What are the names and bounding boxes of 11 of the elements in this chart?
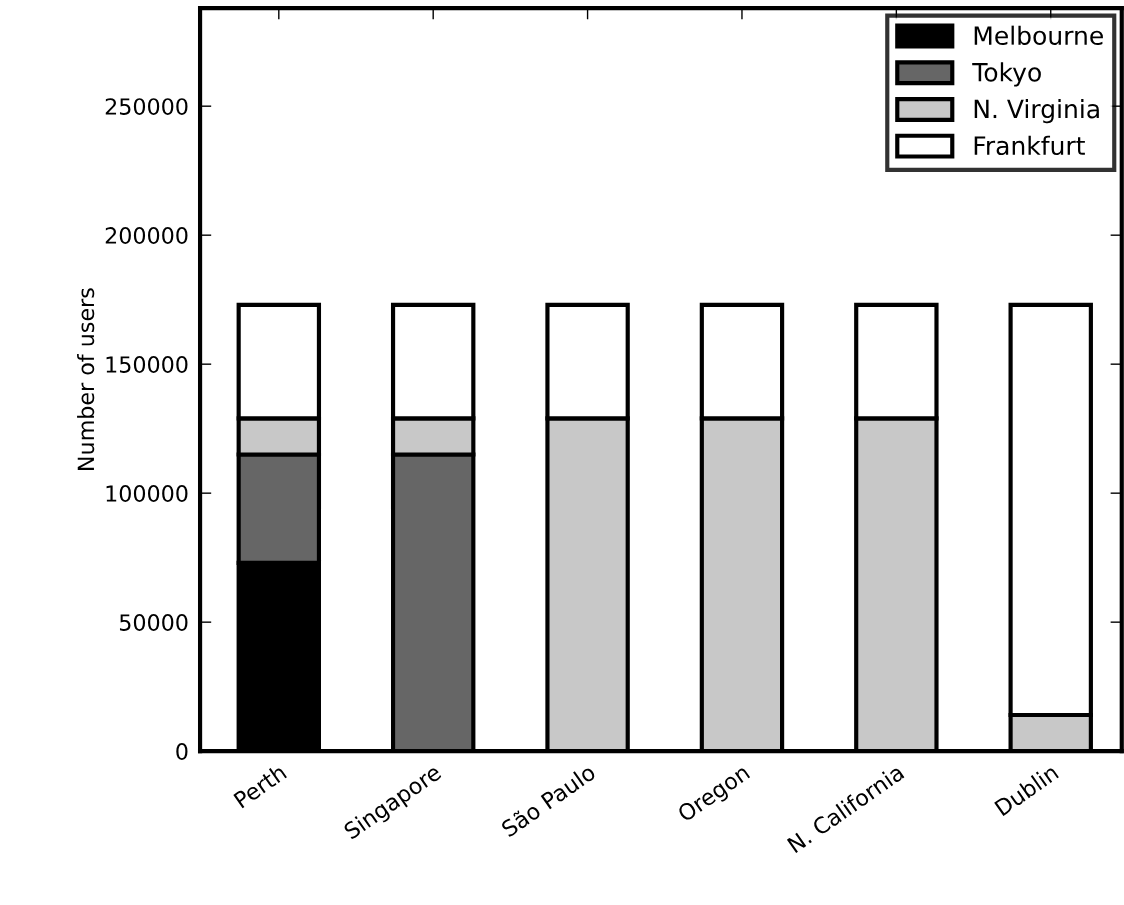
y-tick-label: 50000 — [119, 614, 188, 631]
legend-label: Tokyo — [972, 62, 1041, 87]
y-tick-label: 150000 — [106, 356, 188, 373]
legend-label: Melbourne — [974, 25, 1103, 45]
y-tick-label: 100000 — [106, 485, 188, 502]
y-tick-label: 200000 — [105, 227, 188, 244]
legend-label: N. Virginia — [974, 99, 1099, 124]
y-axis-title: Number of users — [77, 288, 95, 470]
legend-label: Frankfurt — [974, 135, 1085, 156]
y-tick-label: 0 — [176, 743, 188, 760]
y-tick-label: 250000 — [105, 98, 188, 115]
